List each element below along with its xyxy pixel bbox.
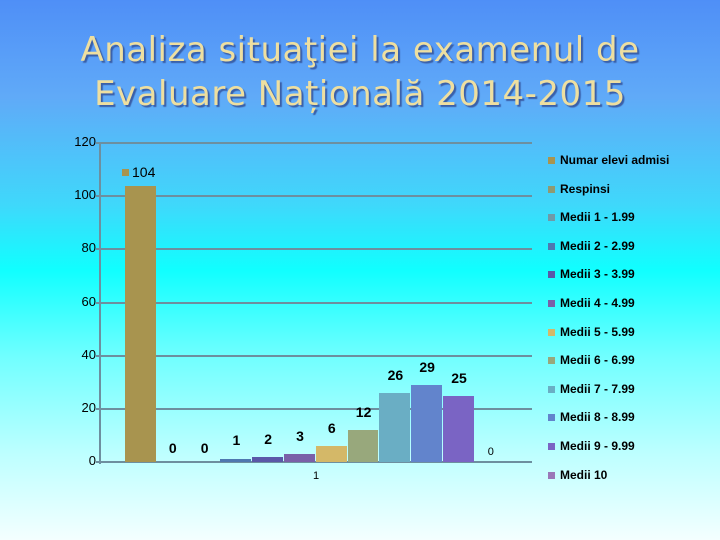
legend-label: Medii 6 - 6.99 xyxy=(560,353,635,368)
bar-medii-4-4-99 xyxy=(284,454,315,462)
bar-medii-9-9-99 xyxy=(443,395,474,462)
slide-title-line1: Analiza situaţiei la examenul de xyxy=(80,30,640,70)
legend-label: Medii 10 xyxy=(560,467,608,482)
y-tick-label: 120 xyxy=(74,134,96,149)
legend-item: Medii 8 - 8.99 xyxy=(548,409,669,438)
value-label: 0 xyxy=(168,440,177,456)
value-label: 0 xyxy=(200,440,209,456)
value-label: 6 xyxy=(327,420,336,437)
value-label: 25 xyxy=(451,369,467,386)
legend-label: Medii 4 - 4.99 xyxy=(560,295,635,310)
legend-swatch-icon xyxy=(548,328,555,336)
legend-swatch-icon xyxy=(548,214,555,222)
legend-label: Medii 8 - 8.99 xyxy=(560,410,635,425)
legend-key-swatch xyxy=(122,168,129,176)
value-label: 12 xyxy=(355,404,372,421)
legend-swatch-icon xyxy=(548,385,555,393)
value-label: 1 xyxy=(232,432,241,448)
legend-swatch-icon xyxy=(548,185,555,193)
legend-label: Medii 1 - 1.99 xyxy=(560,210,635,225)
y-tick-label: 80 xyxy=(81,240,96,256)
legend-item: Medii 7 - 7.99 xyxy=(548,381,669,410)
legend-item: Medii 9 - 9.99 xyxy=(548,438,669,467)
legend-label: Medii 5 - 5.99 xyxy=(560,324,635,339)
legend-item: Medii 5 - 5.99 xyxy=(548,324,669,353)
gridline xyxy=(96,195,532,198)
x-category-label: 1 xyxy=(313,470,320,482)
slide-title-line2: Evaluare Națională 2014-2015 xyxy=(94,74,626,114)
value-label-text: 104 xyxy=(132,164,156,180)
chart-legend: Numar elevi admisi Respinsi Medii 1 - 1.99… xyxy=(548,152,669,495)
legend-label: Numar elevi admisi xyxy=(560,153,670,167)
y-tick-label: 20 xyxy=(81,399,96,415)
legend-label: Medii 2 - 2.99 xyxy=(560,238,635,253)
bar-numar-elevi-admisi xyxy=(125,185,156,462)
value-label: 3 xyxy=(296,428,304,445)
gridline xyxy=(96,301,532,304)
y-tick-label: 100 xyxy=(74,187,96,203)
legend-item: Respinsi xyxy=(548,181,669,210)
legend-item: Medii 3 - 3.99 xyxy=(548,266,669,295)
y-tick-label: 40 xyxy=(81,346,96,362)
legend-item: Medii 6 - 6.99 xyxy=(548,352,669,381)
legend-label: Medii 9 - 9.99 xyxy=(560,438,635,453)
legend-label: Medii 7 - 7.99 xyxy=(560,381,635,396)
value-label: 26 xyxy=(387,366,404,383)
value-label: 0 xyxy=(487,446,494,458)
gridline xyxy=(96,248,532,251)
y-tick-label: 0 xyxy=(88,453,96,468)
bar-medii-2-2-99 xyxy=(220,459,252,462)
legend-swatch-icon xyxy=(548,242,555,250)
legend-item: Medii 2 - 2.99 xyxy=(548,238,669,267)
legend-swatch-icon xyxy=(548,442,555,450)
bar-medii-6-6-99 xyxy=(347,430,379,462)
legend-swatch-icon xyxy=(548,299,555,307)
gridline xyxy=(96,142,532,144)
x-axis-line xyxy=(96,461,532,463)
slide-title: Analiza situaţiei la examenul de Evaluar… xyxy=(0,28,720,116)
bar-medii-7-7-99 xyxy=(379,392,411,462)
y-axis-line xyxy=(99,143,101,464)
legend-swatch-icon xyxy=(548,271,555,279)
bar-medii-8-8-99 xyxy=(411,384,442,462)
legend-item: Medii 1 - 1.99 xyxy=(548,209,669,238)
value-label-admisi: 104 xyxy=(122,164,155,180)
bar-medii-3-3-99 xyxy=(252,456,283,462)
legend-swatch-icon xyxy=(548,157,555,164)
value-label: 2 xyxy=(264,430,273,447)
legend-item: Medii 4 - 4.99 xyxy=(548,295,669,324)
legend-swatch-icon xyxy=(548,414,555,422)
value-label: 29 xyxy=(419,358,435,375)
legend-item: Numar elevi admisi xyxy=(548,152,669,181)
legend-swatch-icon xyxy=(548,357,555,365)
gridline xyxy=(96,354,532,357)
gridline xyxy=(96,407,532,410)
legend-swatch-icon xyxy=(548,471,555,479)
bar-medii-5-5-99 xyxy=(315,446,347,462)
y-tick-label: 60 xyxy=(81,293,96,309)
legend-label: Medii 3 - 3.99 xyxy=(560,267,635,282)
legend-label: Respinsi xyxy=(560,181,611,196)
legend-item: Medii 10 xyxy=(548,467,669,496)
